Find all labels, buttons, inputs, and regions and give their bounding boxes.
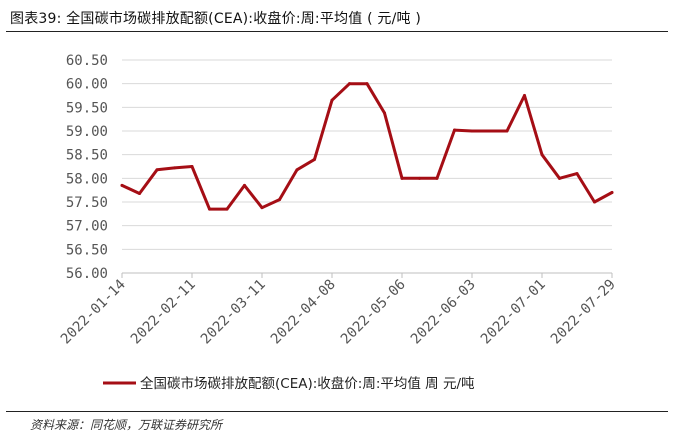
x-tick-label: 2022-07-01 — [478, 277, 549, 348]
data-point — [190, 165, 194, 168]
data-point — [400, 176, 404, 180]
x-tick-label: 2022-04-08 — [268, 277, 339, 348]
data-point — [173, 166, 176, 170]
data-point — [243, 183, 246, 187]
y-gridlines — [122, 59, 612, 250]
x-tick-label: 2022-07-29 — [548, 277, 619, 348]
data-point — [470, 129, 474, 133]
data-point — [295, 168, 299, 172]
data-point — [348, 82, 351, 86]
data-point — [453, 128, 456, 132]
y-tick-label: 59.00 — [66, 124, 108, 140]
legend-label: 全国碳市场碳排放配额(CEA):收盘价:周:平均值 周 元/吨 — [140, 375, 475, 392]
y-tick-label: 57.50 — [66, 195, 108, 211]
x-tick-label: 2022-02-11 — [128, 277, 199, 348]
data-point — [558, 176, 561, 180]
y-tick-label: 58.00 — [66, 171, 108, 187]
data-point — [610, 191, 614, 195]
y-tick-label: 57.00 — [66, 219, 108, 235]
data-point — [225, 207, 229, 211]
source-note: 资料来源：同花顺，万联证券研究所 — [30, 418, 223, 432]
data-point — [540, 153, 544, 157]
series-layer — [120, 82, 614, 211]
data-point — [593, 200, 596, 204]
series-line — [120, 82, 614, 211]
x-tick-label: 2022-05-06 — [338, 277, 409, 348]
legend: 全国碳市场碳排放配额(CEA):收盘价:周:平均值 周 元/吨 — [103, 375, 475, 392]
y-tick-label: 60.00 — [66, 77, 108, 93]
figure-title-bar: 图表39: 全国碳市场碳排放配额(CEA):收盘价:周:平均值 ( 元/吨 ) — [6, 5, 668, 32]
data-point — [383, 111, 386, 115]
data-point — [488, 129, 491, 133]
y-tick-label: 56.50 — [66, 242, 108, 258]
data-point — [505, 129, 509, 133]
data-point — [260, 206, 264, 210]
data-point — [523, 94, 526, 97]
footer-divider — [6, 411, 668, 412]
y-tick-label: 60.50 — [66, 53, 108, 69]
y-tick-label: 56.00 — [66, 266, 108, 282]
x-axis-ticks: 2022-01-14 2022-02-11 2022-03-11 2022-04-08… — [58, 273, 619, 347]
data-point — [313, 157, 316, 161]
data-point — [330, 98, 334, 102]
data-point — [120, 183, 124, 187]
y-tick-label: 58.50 — [66, 148, 108, 164]
figure-title: 图表39: 全国碳市场碳排放配额(CEA):收盘价:周:平均值 ( 元/吨 ) — [10, 11, 422, 27]
data-point — [435, 176, 439, 180]
data-point — [278, 198, 281, 202]
x-tick-label: 2022-01-14 — [58, 277, 129, 348]
data-point — [138, 191, 141, 195]
x-tick-label: 2022-06-03 — [408, 277, 479, 348]
data-point — [155, 168, 159, 172]
data-point — [575, 172, 579, 176]
data-point — [208, 207, 211, 211]
data-point — [365, 82, 369, 86]
y-axis-ticks: 56.00 56.50 57.00 57.50 58.00 58.50 59.00 59.50… — [66, 53, 108, 282]
y-tick-label: 59.50 — [66, 100, 108, 116]
data-point — [418, 176, 421, 180]
x-tick-label: 2022-03-11 — [198, 277, 269, 348]
